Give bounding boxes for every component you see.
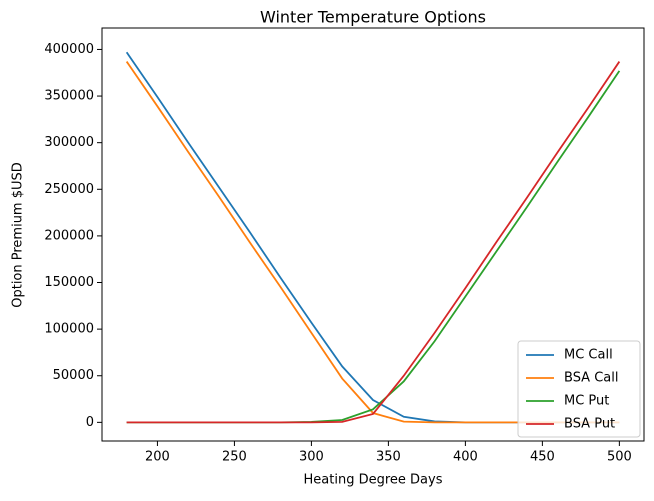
x-tick-label: 350 xyxy=(376,450,401,465)
legend-label: BSA Put xyxy=(564,417,615,432)
x-axis-label: Heating Degree Days xyxy=(304,473,443,488)
legend-label: MC Call xyxy=(564,348,613,363)
legend-label: BSA Call xyxy=(564,371,618,386)
x-tick-label: 250 xyxy=(222,450,247,465)
y-tick-label: 150000 xyxy=(44,275,94,290)
y-tick-label: 350000 xyxy=(44,89,94,104)
x-tick-label: 300 xyxy=(299,450,324,465)
legend-box xyxy=(517,340,641,438)
y-tick-label: 200000 xyxy=(44,228,94,243)
legend-label: MC Put xyxy=(564,394,609,409)
x-tick-label: 400 xyxy=(453,450,478,465)
y-axis-label: Option Premium $USD xyxy=(11,162,26,308)
x-tick-label: 500 xyxy=(607,450,632,465)
chart-title: Winter Temperature Options xyxy=(260,8,486,27)
y-tick-label: 50000 xyxy=(53,368,94,383)
plot-frame xyxy=(101,27,645,442)
x-tick-label: 200 xyxy=(145,450,170,465)
y-tick-label: 400000 xyxy=(44,42,94,57)
x-tick-label: 450 xyxy=(530,450,555,465)
y-tick-label: 300000 xyxy=(44,135,94,150)
y-tick-label: 100000 xyxy=(44,322,94,337)
line-series xyxy=(126,61,621,424)
y-tick-label: 0 xyxy=(86,415,94,430)
y-tick-label: 250000 xyxy=(44,182,94,197)
